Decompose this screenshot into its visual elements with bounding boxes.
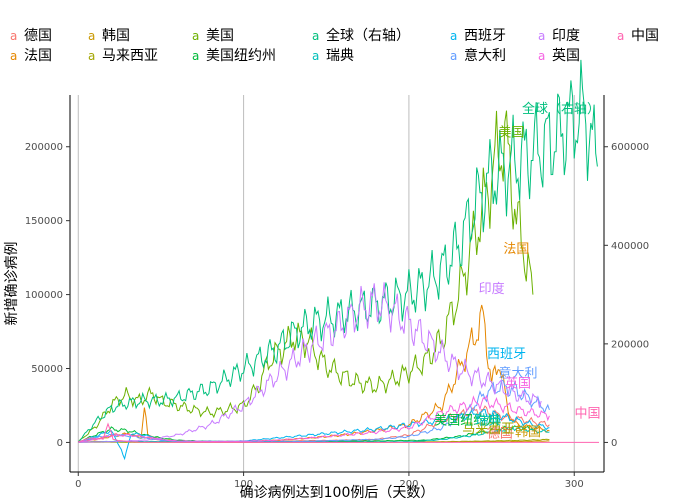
y-tick-label: 0 <box>57 438 63 449</box>
legend-item-2: a 法国 <box>10 48 52 64</box>
legend-label: 马来西亚 <box>102 48 158 64</box>
y2-tick-label: 200000 <box>611 339 649 350</box>
legend-item-3: a 韩国 <box>88 28 130 44</box>
series-label-series-4: 马来西亚 <box>462 422 514 437</box>
legend-key: a <box>88 49 95 63</box>
legend-label: 法国 <box>24 48 52 64</box>
legend-key: a <box>10 49 17 63</box>
legend-label: 意大利 <box>464 47 506 64</box>
legend-key: a <box>88 29 95 43</box>
legend-item-1: a 德国 <box>10 28 52 44</box>
series-label-series-1: 德国 <box>487 426 513 441</box>
series-label-series-9: 西班牙 <box>487 347 526 362</box>
legend-label: 中国 <box>631 28 659 44</box>
y-tick-label: 150000 <box>25 216 63 227</box>
legend-key: a <box>312 29 319 43</box>
legend-key: a <box>312 49 319 63</box>
legend-item-11: a 印度 <box>538 28 580 44</box>
legend-item-10: a 意大利 <box>450 47 506 64</box>
x-axis-title: 确诊病例达到100例后（天数） <box>240 485 435 500</box>
legend-item-6: a 美国纽约州 <box>192 48 276 64</box>
series-label-series-2: 法国 <box>503 242 529 257</box>
y2-tick-label: 0 <box>611 438 617 449</box>
series-label-series-7: 全球（右轴） <box>522 101 600 117</box>
series-label-series-3: 韩国 <box>515 425 541 440</box>
x-tick-label: 300 <box>565 479 584 490</box>
y-tick-label: 200000 <box>25 142 63 153</box>
legend-label: 德国 <box>24 28 52 44</box>
series-label-series-12: 英国 <box>505 377 531 392</box>
legend-key: a <box>538 49 545 63</box>
series-line-series-7 <box>77 59 598 443</box>
legend-item-7: a 全球（右轴） <box>312 27 410 44</box>
legend-item-5: a 美国 <box>192 28 234 44</box>
legend-item-4: a 马来西亚 <box>88 48 158 64</box>
legend-label: 英国 <box>552 47 580 64</box>
series-layer <box>77 59 599 461</box>
series-label-series-6: 美国纽约州 <box>434 414 499 429</box>
legend-item-12: a 英国 <box>538 47 580 64</box>
legend-item-8: a 瑞典 <box>312 48 354 64</box>
legend-key: a <box>450 29 457 43</box>
legend-key: a <box>617 29 624 43</box>
y-tick-label: 50000 <box>31 364 63 375</box>
legend-label: 美国纽约州 <box>206 48 276 64</box>
series-label-series-11: 印度 <box>479 281 505 297</box>
legend-label: 印度 <box>552 28 580 44</box>
legend-item-9: a 西班牙 <box>450 28 506 44</box>
legend-key: a <box>10 29 17 43</box>
y-axis-title: 新增确诊病例 <box>4 242 20 326</box>
series-line-series-11 <box>78 282 542 443</box>
legend-key: a <box>450 49 457 63</box>
series-label-series-13: 中国 <box>574 406 600 421</box>
legend-item-13: a 中国 <box>617 28 659 44</box>
series-label-series-8: 瑞典 <box>475 414 501 429</box>
series-label-series-5: 美国 <box>498 125 524 140</box>
x-tick-label: 100 <box>234 479 253 490</box>
legend-key: a <box>192 49 199 63</box>
series-line-series-5 <box>77 110 534 443</box>
y2-tick-label: 600000 <box>611 142 649 153</box>
x-tick-label: 0 <box>75 479 81 490</box>
y-tick-label: 100000 <box>25 290 63 301</box>
y2-tick-label: 400000 <box>611 241 649 252</box>
legend-key: a <box>192 29 199 43</box>
x-tick-label: 200 <box>399 479 418 490</box>
legend: a 德国 a 法国 a 韩国 a 马来西亚 a 美国 a 美国纽约州 a 全球（右轴） a 瑞典 a 西班牙 a 意大… <box>10 27 659 64</box>
legend-label: 西班牙 <box>464 28 506 44</box>
legend-key: a <box>538 29 545 43</box>
axes: 0 50000 100000 150000 200000 0 200000 400000 600… <box>25 95 649 490</box>
series-line-series-12 <box>78 394 550 443</box>
series-line-series-13 <box>78 422 599 443</box>
legend-label: 美国 <box>206 28 234 44</box>
legend-label: 全球（右轴） <box>326 27 410 44</box>
series-label-series-10: 意大利 <box>499 365 538 381</box>
legend-label: 瑞典 <box>326 48 354 64</box>
legend-label: 韩国 <box>102 28 130 44</box>
